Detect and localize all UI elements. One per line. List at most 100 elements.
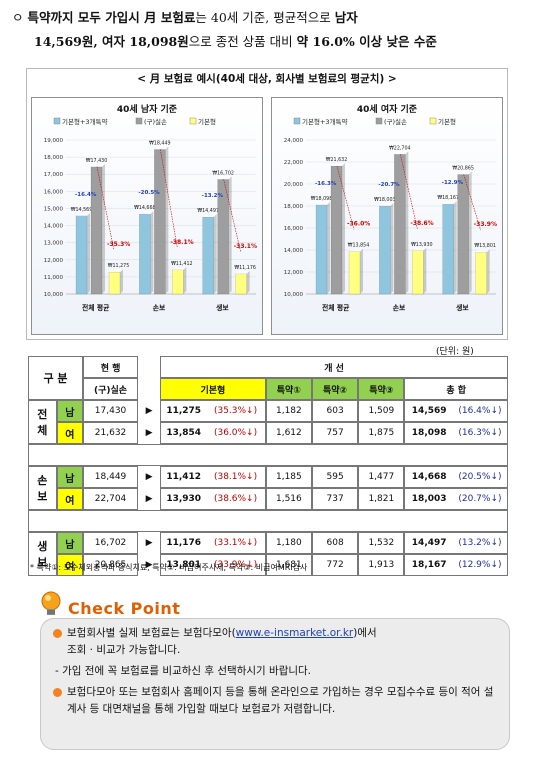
bullet-dot-icon [53, 688, 62, 697]
bar [330, 165, 343, 295]
table-footnote: * 특약①: 도수체외충격파·증식치료, 특약②: 비급여주사제, 특약③: 비… [30, 563, 308, 572]
y-tick-label: 10,000 [284, 292, 304, 298]
intro-summary: ㅇ 특약까지 모두 가입시 月 보험료는 40세 기준, 평균적으로 남자 14… [10, 6, 525, 54]
basic-pct: (35.3%↓) [206, 400, 266, 422]
basic-value: 13,930 [160, 488, 207, 510]
bar-side [486, 249, 490, 294]
legend-swatch [293, 117, 301, 125]
header-old: (구)실손 [83, 378, 139, 400]
value-label: ₩13,854 [348, 243, 370, 249]
bar-top [349, 248, 363, 252]
old-value: 17,430 [83, 400, 139, 422]
bar [412, 250, 424, 295]
category-label: 전체 평균 [322, 303, 350, 312]
bar-side [327, 201, 330, 294]
basic-pct: (33.9%↓) [206, 554, 266, 576]
legend-swatch [135, 117, 143, 125]
bar-top [457, 171, 472, 175]
total-pct: (13.2%↓) [452, 532, 508, 554]
intro-text-c: 는 40세 기준, 평균적으로 [195, 10, 335, 25]
intro-text-f: 으로 종전 상품 대비 [188, 34, 297, 49]
intro-line-1: ㅇ 특약까지 모두 가입시 月 보험료는 40세 기준, 평균적으로 남자 [10, 6, 525, 30]
sex-cell: 남 [56, 466, 84, 488]
legend-label: 기본형 [198, 117, 216, 126]
legend-label: (구)실손 [144, 117, 167, 126]
table-row: 여 22,704 ▶ 13,930 (38.6%↓) 1,516 737 1,821 18,00… [28, 488, 508, 510]
bar-top [331, 163, 345, 167]
value-label: ₩18,003 [374, 197, 396, 203]
check-item-1-sub: - 가입 전에 꼭 보험료를 비교하신 후 선택하시기 바랍니다. [55, 665, 312, 677]
value-label: ₩18,449 [149, 140, 171, 146]
value-label: ₩13,930 [411, 242, 433, 248]
arrow-icon: ▶ [145, 560, 153, 570]
intro-text-g: 약 16.0% 이상 낮은 수준 [296, 34, 437, 49]
bar-top [139, 211, 154, 215]
bar-top [379, 202, 394, 206]
total-pct: (20.5%↓) [452, 466, 508, 488]
header-s1: 특약① [265, 378, 312, 400]
y-tick-label: 16,000 [44, 189, 64, 195]
red-pct-label: -33.9% [474, 221, 497, 228]
bar-top [217, 176, 232, 180]
basic-value: 11,412 [160, 466, 207, 488]
y-tick-label: 11,000 [44, 275, 64, 281]
table-row: 여 20,865 ▶ 13,801 (33.9%↓) 1,681 772 1,913 18,16… [28, 554, 508, 576]
s1-value: 1,681 [265, 554, 312, 576]
basic-pct: (36.0%↓) [206, 422, 266, 444]
red-pct-label: -38.6% [410, 220, 433, 227]
total-pct: (12.9%↓) [452, 554, 508, 576]
bar-side [390, 202, 394, 294]
arrow-icon: ▶ [145, 538, 153, 548]
chart-section-title: < 月 보험료 예시(40세 대상, 회사별 보험료의 평균치) > [137, 73, 397, 85]
basic-pct: (38.6%↓) [206, 488, 266, 510]
old-value: 20,865 [83, 554, 139, 576]
blue-pct-label: -16.3% [315, 181, 337, 187]
arrow-icon: ▶ [145, 472, 153, 482]
bar-side [183, 266, 187, 294]
intro-text-d: 남자 [334, 10, 358, 25]
s2-value: 603 [311, 400, 359, 422]
old-value: 21,632 [83, 422, 139, 444]
sex-cell: 여 [56, 488, 84, 510]
value-label: ₩18,167 [437, 195, 459, 201]
premium-chart-box: < 月 보험료 예시(40세 대상, 회사별 보험료의 평균치) > 40세 남… [26, 68, 508, 340]
y-tick-label: 13,000 [44, 241, 64, 247]
insmarket-link[interactable]: www.e-insmarket.or.kr [235, 627, 354, 639]
value-label: ₩13,801 [474, 243, 496, 249]
bar-side [405, 151, 409, 294]
bar [348, 251, 361, 295]
bar [108, 271, 121, 295]
bar-side [342, 163, 345, 294]
y-tick-label: 10,000 [44, 292, 64, 298]
arrow-icon: ▶ [145, 494, 153, 504]
bar-top [235, 270, 250, 274]
value-label: ₩11,412 [171, 261, 193, 267]
bar-top [76, 212, 90, 216]
old-value: 22,704 [83, 488, 139, 510]
blue-pct-label: -13.2% [202, 193, 224, 199]
total-pct: (16.4%↓) [452, 400, 508, 422]
bar-side [360, 248, 363, 294]
bar [475, 251, 487, 295]
old-value: 16,702 [83, 532, 139, 554]
pct-arrow [400, 154, 418, 229]
sex-cell: 남 [56, 400, 84, 422]
bar [379, 205, 391, 295]
legend-label: 기본형 [438, 117, 456, 126]
value-label: ₩11,275 [108, 263, 130, 269]
header-improve: 개 선 [160, 356, 508, 378]
bar [90, 166, 103, 295]
total-value: 14,569 [404, 400, 453, 422]
check-item-1: 보험회사별 실제 보험료는 보험다모아(www.e-insmarket.or.k… [53, 625, 497, 659]
header-gubun: 구 분 [28, 356, 84, 400]
bar-top [109, 269, 123, 273]
s1-value: 1,612 [265, 422, 312, 444]
table-unit: (단위: 원) [436, 347, 474, 357]
basic-value: 13,801 [160, 554, 207, 576]
blue-pct-label: -16.4% [75, 192, 97, 198]
red-pct-label: -36.0% [347, 221, 370, 228]
category-label: 손보 [393, 304, 406, 312]
bar-side [102, 163, 105, 294]
intro-text-a: 특약까지 모두 가입시 [27, 10, 145, 25]
